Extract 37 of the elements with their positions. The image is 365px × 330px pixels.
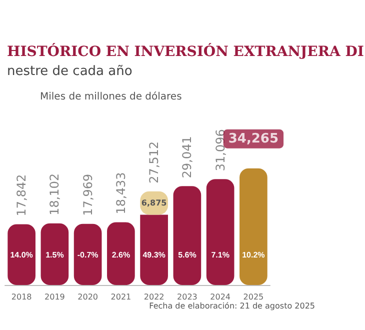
annotation: -0.7%: [77, 250, 98, 260]
annotation: 7.1%: [211, 250, 230, 260]
bar: [240, 168, 268, 285]
data-label: 6,875: [141, 198, 168, 208]
x-tick-label: 2022: [144, 292, 164, 302]
total-label: 29,041: [180, 136, 194, 178]
x-tick-label: 2020: [78, 292, 98, 302]
x-tick-label: 2018: [11, 292, 32, 302]
bar: [206, 179, 234, 285]
bar: [107, 222, 135, 285]
x-tick-label: 2025: [243, 292, 264, 302]
bar: [74, 224, 102, 285]
annotation: 49.3%: [142, 250, 166, 260]
text: Miles de millones de dólares: [40, 92, 182, 102]
annotation: 5.6%: [178, 250, 196, 260]
x-tick-label: 2023: [177, 292, 198, 302]
x-tick-label: 2019: [44, 292, 65, 302]
total-label: 31,096: [213, 129, 228, 172]
annotation: 2.6%: [112, 250, 130, 260]
chart-subtitle: nestre de cada año: [7, 64, 132, 79]
total-label: 18,433: [114, 172, 128, 214]
annotation: 1.5%: [46, 250, 64, 260]
total-label: 34,265: [228, 131, 279, 146]
bar: [40, 223, 69, 285]
bar: [140, 214, 168, 285]
x-tick-label: 2021: [110, 292, 132, 302]
total-label: 27,512: [147, 141, 162, 184]
chart-title: HISTÓRICO EN INVERSIÓN EXTRANJERA DI: [7, 43, 364, 60]
annotation: 10.2%: [242, 250, 265, 260]
bar: [8, 224, 36, 285]
bar: [173, 186, 202, 285]
text: Fecha de elaboración: 21 de agosto 2025: [149, 302, 316, 310]
total-label: 17,842: [14, 174, 29, 216]
x-tick-label: 2024: [210, 292, 230, 302]
total-label: 17,969: [80, 174, 95, 216]
annotation: 14.0%: [10, 250, 33, 260]
total-label: 18,102: [48, 173, 62, 216]
